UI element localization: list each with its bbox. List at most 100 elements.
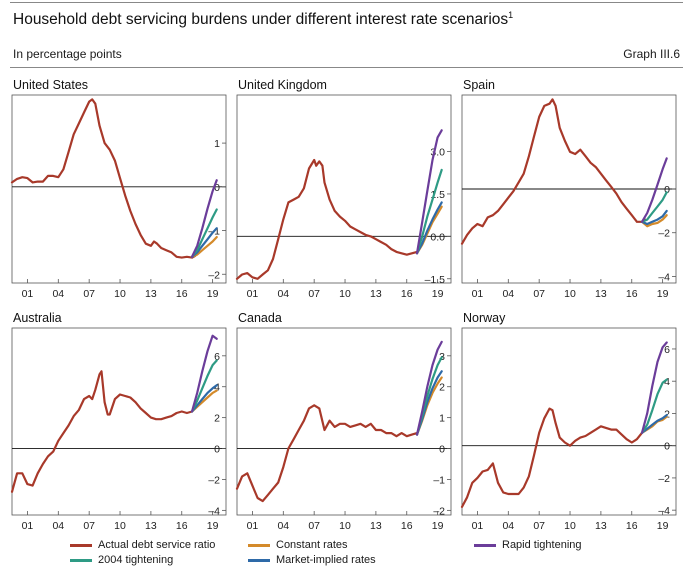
y-tick-label: 2 — [439, 382, 445, 394]
y-tick-label: –2 — [658, 228, 670, 240]
x-tick-label: 10 — [114, 520, 126, 532]
y-tick-label: 0 — [664, 184, 670, 196]
chart-subtitle: In percentage points — [13, 47, 122, 61]
legend-item-rapid: Rapid tightening — [474, 539, 582, 551]
title-footnote: 1 — [508, 10, 514, 20]
series-line-united-states-rapid — [190, 179, 218, 258]
series-line-united-states-market — [190, 227, 218, 258]
series-line-spain-tightening2004 — [640, 191, 668, 223]
x-tick-label: 07 — [83, 520, 95, 532]
y-tick-label: –2 — [208, 474, 220, 486]
y-tick-label: 2 — [214, 413, 220, 425]
x-tick-label: 10 — [564, 288, 576, 300]
y-tick-label: 0.0 — [430, 231, 445, 243]
x-tick-label: 04 — [52, 520, 64, 532]
y-tick-label: 6 — [664, 344, 670, 356]
y-tick-label: –2 — [208, 269, 220, 281]
series-line-norway-actual — [460, 407, 644, 508]
series-line-norway-rapid — [640, 341, 668, 434]
series-line-united-kingdom-tightening2004 — [415, 168, 443, 255]
panel-title-canada: Canada — [238, 311, 282, 325]
series-line-united-states-actual — [10, 98, 197, 259]
x-tick-label: 01 — [472, 520, 484, 532]
x-tick-label: 16 — [401, 288, 413, 300]
x-tick-label: 01 — [247, 520, 259, 532]
x-tick-label: 13 — [370, 520, 382, 532]
legend-swatch-actual — [70, 543, 92, 547]
x-tick-label: 10 — [114, 288, 126, 300]
series-line-norway-tightening2004 — [640, 378, 668, 434]
y-tick-label: 0 — [664, 441, 670, 453]
series-line-spain-constant — [640, 214, 668, 228]
x-tick-label: 13 — [370, 288, 382, 300]
x-tick-label: 04 — [502, 288, 514, 300]
series-line-united-kingdom-rapid — [415, 129, 443, 255]
x-tick-label: 13 — [595, 288, 607, 300]
series-line-canada-actual — [235, 404, 419, 503]
y-tick-label: –2 — [658, 473, 670, 485]
x-tick-label: 19 — [432, 288, 444, 300]
x-tick-label: 01 — [247, 288, 259, 300]
x-tick-label: 07 — [308, 520, 320, 532]
panel-frame-norway — [461, 327, 677, 516]
series-line-united-kingdom-actual — [235, 158, 419, 280]
series-line-canada-rapid — [415, 340, 443, 436]
legend-label-market-implied: Market-implied rates — [276, 554, 376, 566]
panel-spain: –4 –2 0 01 04 07 10 13 16 19 — [460, 94, 677, 300]
panel-title-spain: Spain — [463, 78, 495, 92]
legend-label-2004-tightening: 2004 tightening — [98, 554, 174, 566]
legend-swatch-market-implied — [248, 558, 270, 562]
y-tick-label: –1 — [433, 474, 445, 486]
panel-title-australia: Australia — [13, 311, 62, 325]
series-line-australia-market — [190, 384, 218, 413]
x-tick-label: 04 — [52, 288, 64, 300]
legend-swatch-rapid — [474, 543, 496, 547]
panel-title-united-states: United States — [13, 78, 89, 92]
y-tick-label: –4 — [208, 505, 220, 517]
panel-australia: –4 –2 0 2 4 6 01 04 07 10 13 16 19 — [10, 327, 227, 532]
y-tick-label: 6 — [214, 351, 220, 363]
x-tick-label: 01 — [22, 520, 34, 532]
header-rule — [10, 67, 683, 68]
x-tick-label: 16 — [401, 520, 413, 532]
x-tick-label: 01 — [472, 288, 484, 300]
x-tick-label: 13 — [145, 520, 157, 532]
y-tick-label: 1 — [214, 138, 220, 150]
legend-swatch-constant — [248, 543, 270, 547]
y-tick-label: –1.5 — [425, 274, 446, 286]
x-tick-label: 07 — [83, 288, 95, 300]
y-tick-label: –2 — [433, 505, 445, 517]
legend-item-2004-tightening: 2004 tightening — [70, 554, 173, 566]
x-tick-label: 16 — [626, 288, 638, 300]
series-line-united-states-tightening2004 — [190, 208, 218, 258]
x-tick-label: 10 — [339, 288, 351, 300]
x-tick-label: 07 — [308, 288, 320, 300]
series-line-spain-market — [640, 209, 668, 226]
y-tick-label: 1 — [439, 413, 445, 425]
x-tick-label: 10 — [339, 520, 351, 532]
top-border — [10, 2, 683, 3]
y-tick-label: 0 — [439, 444, 445, 456]
x-tick-label: 16 — [626, 520, 638, 532]
series-line-united-states-constant — [190, 236, 218, 258]
x-tick-label: 19 — [207, 520, 219, 532]
chart-title: Household debt servicing burdens under d… — [13, 10, 513, 29]
panel-frame-canada — [236, 327, 452, 516]
legend-label-constant: Constant rates — [276, 539, 348, 551]
x-tick-label: 07 — [533, 288, 545, 300]
panel-frame-australia — [11, 327, 227, 516]
x-tick-label: 04 — [277, 520, 289, 532]
series-line-spain-actual — [460, 98, 647, 245]
y-tick-label: –4 — [658, 271, 670, 283]
series-line-norway-market — [640, 414, 668, 434]
y-tick-label: 4 — [664, 376, 670, 388]
legend-item-actual: Actual debt service ratio — [70, 539, 215, 551]
x-tick-label: 19 — [207, 288, 219, 300]
series-line-spain-rapid — [640, 157, 668, 223]
x-tick-label: 19 — [657, 520, 669, 532]
x-tick-label: 07 — [533, 520, 545, 532]
x-tick-label: 16 — [176, 288, 188, 300]
x-tick-label: 19 — [432, 520, 444, 532]
